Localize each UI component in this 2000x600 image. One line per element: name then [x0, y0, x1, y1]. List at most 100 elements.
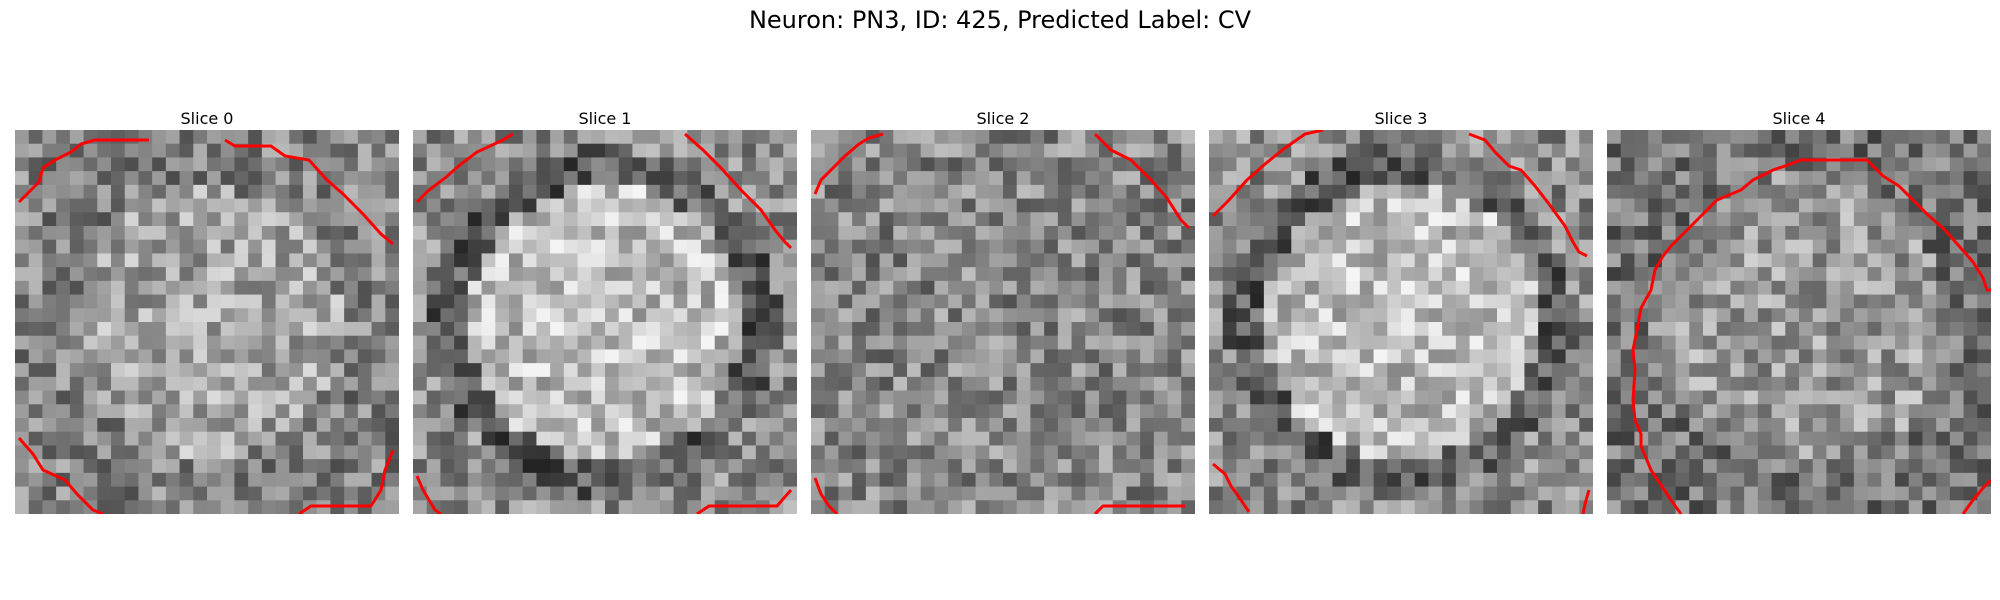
image-pixel	[742, 212, 757, 227]
image-pixel	[536, 390, 551, 405]
image-pixel	[1469, 171, 1484, 186]
image-pixel	[577, 267, 592, 282]
image-pixel	[1359, 280, 1375, 296]
image-pixel	[1949, 171, 1965, 186]
image-pixel	[69, 418, 85, 433]
image-pixel	[303, 130, 318, 145]
image-pixel	[220, 267, 235, 282]
image-pixel	[1318, 472, 1333, 488]
image-pixel	[1799, 404, 1814, 419]
image-pixel	[1455, 500, 1471, 514]
image-pixel	[563, 171, 579, 186]
image-pixel	[948, 239, 963, 254]
image-pixel	[385, 226, 399, 241]
image-pixel	[179, 253, 194, 268]
image-pixel	[1085, 294, 1100, 309]
image-pixel	[248, 349, 263, 364]
image-pixel	[371, 253, 386, 268]
image-pixel	[975, 198, 990, 213]
image-pixel	[811, 376, 826, 392]
image-pixel	[1551, 349, 1567, 364]
image-pixel	[56, 459, 71, 474]
image-pixel	[1867, 267, 1882, 282]
image-pixel	[1634, 184, 1649, 200]
image-pixel	[1483, 157, 1498, 172]
image-pixel	[550, 431, 565, 446]
image-pixel	[1332, 418, 1347, 433]
image-pixel	[303, 294, 318, 309]
image-pixel	[659, 500, 675, 514]
image-pixel	[289, 212, 304, 227]
image-pixel	[1167, 322, 1182, 337]
image-pixel	[1675, 212, 1690, 227]
image-pixel	[1277, 226, 1292, 241]
image-pixel	[605, 143, 620, 158]
image-pixel	[357, 418, 373, 433]
image-pixel	[261, 376, 277, 392]
image-pixel	[605, 184, 620, 200]
image-pixel	[413, 294, 428, 309]
image-pixel	[28, 294, 43, 309]
image-pixel	[577, 294, 592, 309]
image-pixel	[1442, 253, 1457, 268]
image-pixel	[1153, 390, 1169, 405]
image-pixel	[1881, 280, 1896, 296]
image-pixel	[481, 267, 496, 282]
image-pixel	[316, 459, 331, 474]
image-pixel	[138, 349, 153, 364]
image-pixel	[1346, 472, 1361, 488]
image-pixel	[948, 404, 963, 419]
image-pixel	[207, 294, 222, 309]
image-pixel	[261, 335, 277, 350]
image-pixel	[1799, 308, 1814, 323]
image-pixel	[1497, 143, 1512, 158]
image-pixel	[1661, 418, 1677, 433]
image-pixel	[1881, 349, 1896, 364]
image-pixel	[440, 472, 455, 488]
image-pixel	[1785, 212, 1800, 227]
image-pixel	[83, 157, 98, 172]
image-pixel	[1881, 322, 1896, 337]
image-pixel	[1414, 500, 1429, 514]
image-pixel	[1140, 253, 1155, 268]
image-pixel	[1634, 459, 1649, 474]
image-pixel	[289, 253, 304, 268]
image-pixel	[838, 445, 853, 460]
image-pixel	[769, 280, 784, 296]
image-pixel	[1524, 157, 1539, 172]
image-pixel	[42, 363, 57, 378]
image-pixel	[1579, 212, 1593, 227]
image-pixel	[111, 376, 126, 392]
image-pixel	[1689, 184, 1704, 200]
image-pixel	[1085, 472, 1100, 488]
image-pixel	[275, 184, 290, 200]
image-pixel	[1016, 253, 1031, 268]
image-pixel	[69, 431, 85, 446]
image-pixel	[646, 404, 661, 419]
image-pixel	[1428, 459, 1443, 474]
image-pixel	[1551, 226, 1567, 241]
image-pixel	[426, 239, 441, 254]
image-pixel	[1524, 212, 1539, 227]
image-pixel	[811, 239, 826, 254]
image-pixel	[371, 157, 386, 172]
image-pixel	[961, 239, 977, 254]
image-pixel	[97, 390, 112, 405]
image-pixel	[15, 294, 30, 309]
image-pixel	[1785, 294, 1800, 309]
image-pixel	[1250, 335, 1265, 350]
image-pixel	[1922, 322, 1937, 337]
image-pixel	[426, 431, 441, 446]
image-pixel	[1977, 500, 1991, 514]
image-pixel	[948, 198, 963, 213]
image-pixel	[1126, 363, 1141, 378]
image-pixel	[344, 171, 359, 186]
image-pixel	[687, 212, 702, 227]
image-pixel	[1469, 212, 1484, 227]
image-pixel	[1085, 184, 1100, 200]
image-pixel	[1181, 280, 1195, 296]
image-pixel	[1112, 418, 1127, 433]
image-pixel	[879, 445, 894, 460]
image-pixel	[605, 445, 620, 460]
image-pixel	[687, 363, 702, 378]
